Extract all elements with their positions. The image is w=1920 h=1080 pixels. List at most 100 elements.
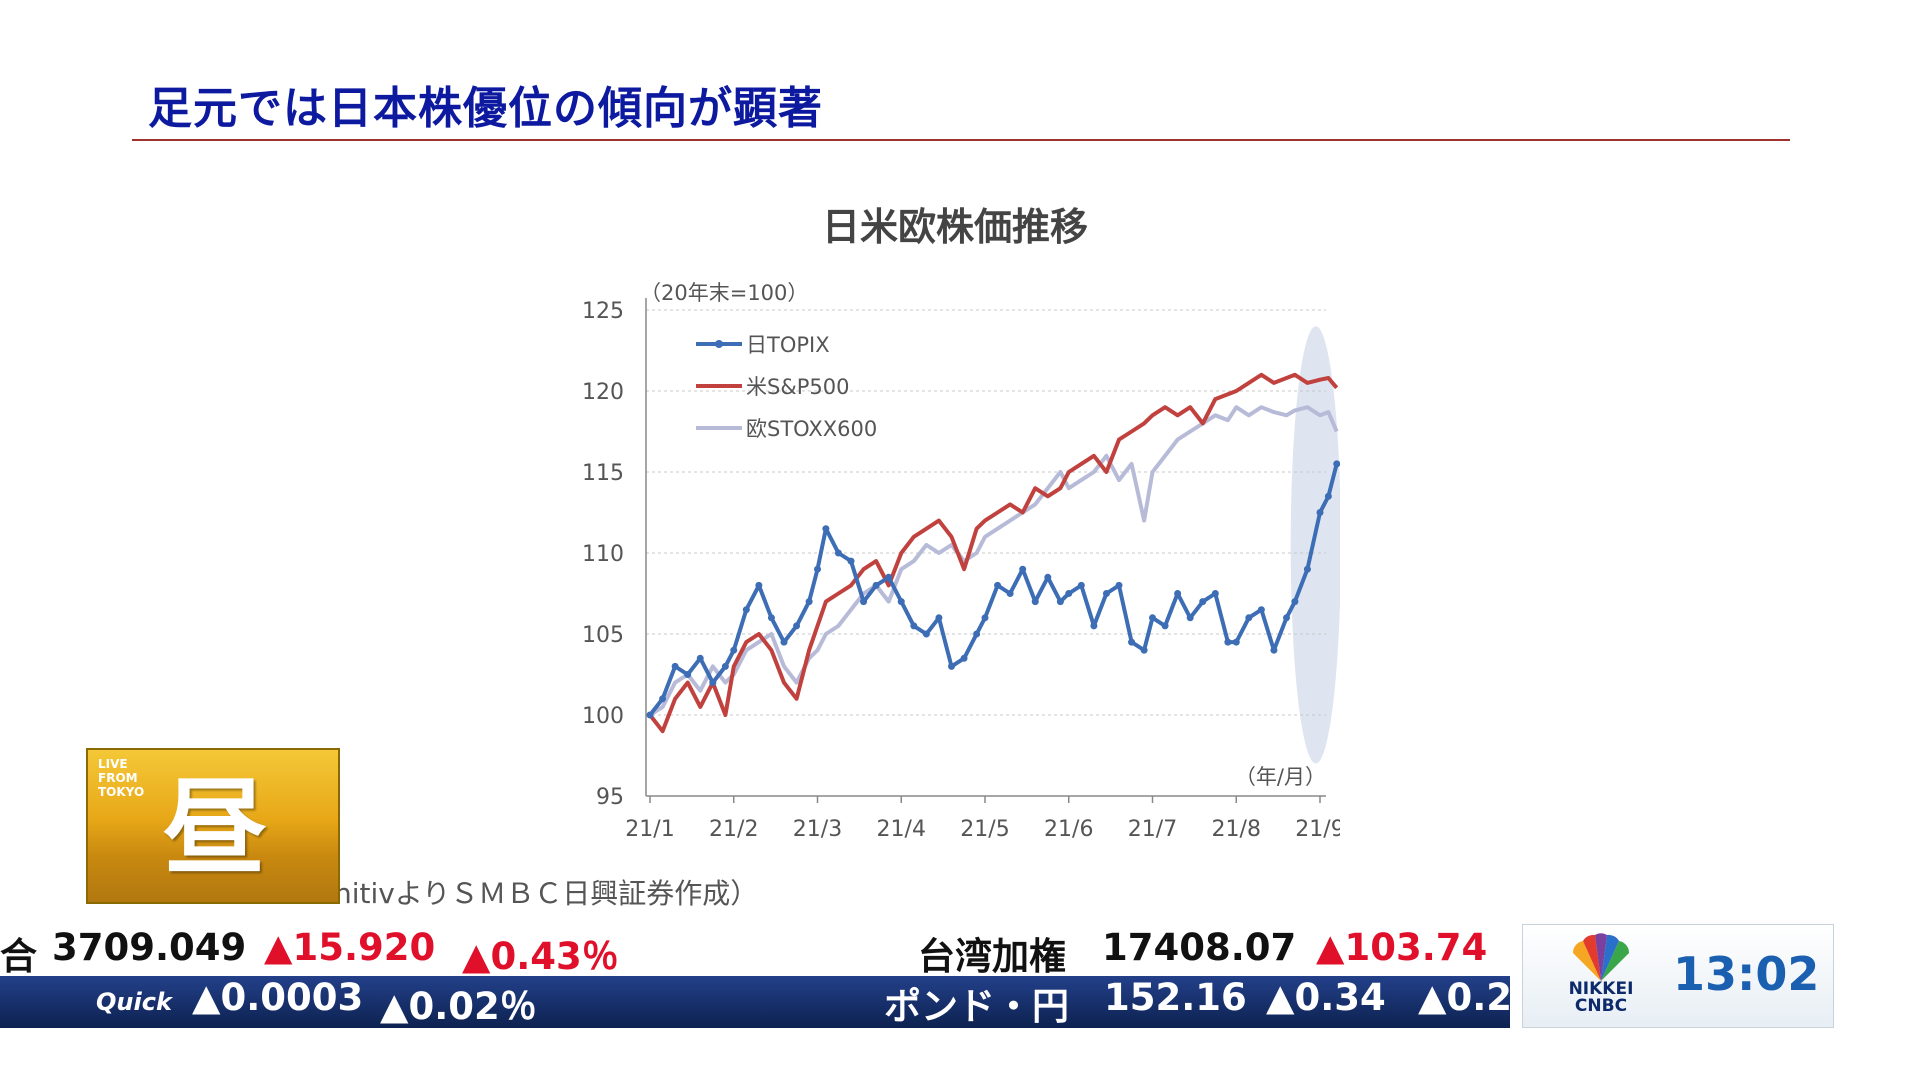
series-point <box>755 581 763 589</box>
series-point <box>1077 581 1085 589</box>
ticker-change-2: ▲103.74 <box>1316 926 1488 969</box>
title-divider <box>132 139 1790 141</box>
series-point <box>1102 590 1110 597</box>
series-point <box>1283 614 1290 622</box>
series-point <box>973 630 981 638</box>
chart-title: 日米欧株価推移 <box>821 205 1088 249</box>
peacock-icon <box>1572 933 1630 981</box>
series-point <box>922 630 930 638</box>
series-point <box>910 622 918 630</box>
series-point <box>960 654 968 662</box>
ticker-change-pct: ▲0.43％ <box>462 935 619 978</box>
series-point <box>994 581 1002 589</box>
series-point <box>684 671 692 678</box>
series-point <box>1006 590 1014 597</box>
y-tick-label: 95 <box>596 785 624 810</box>
ticker-bottom: Quick ▲0.0003 ▲0.02％ ポンド・円 152.16 ▲0.34 … <box>0 976 1512 1028</box>
x-tick-label: 21/9 <box>1295 817 1340 842</box>
legend-label: 米S&P500 <box>746 375 849 399</box>
series-line-3 <box>648 405 1339 717</box>
series-point <box>981 614 989 622</box>
x-tick-label: 21/2 <box>709 817 758 842</box>
quick-logo: Quick <box>96 988 172 1016</box>
series-point <box>742 606 750 614</box>
y-tick-label: 105 <box>582 623 624 648</box>
ticker-change: ▲15.920 <box>264 926 436 969</box>
series-point <box>1090 622 1098 630</box>
series-point <box>897 598 905 606</box>
ticker-bottom-pct-2: ▲0.2 <box>1418 976 1512 1019</box>
x-tick-label: 21/8 <box>1212 817 1261 842</box>
legend-label: 欧STOXX600 <box>746 417 877 441</box>
series-point <box>721 662 729 670</box>
series-point <box>1140 646 1148 654</box>
series-point <box>834 549 842 557</box>
series-point <box>767 614 775 622</box>
series-point <box>885 573 893 581</box>
y-unit-label: （20年末=100） <box>640 281 808 305</box>
series-point <box>948 662 955 670</box>
ticker-bottom-value-1: ▲0.0003 <box>192 976 364 1019</box>
x-unit-label: （年/月） <box>1235 765 1326 789</box>
series-point <box>1257 606 1265 614</box>
x-tick-label: 21/5 <box>960 817 1009 842</box>
series-point <box>1224 638 1232 646</box>
y-tick-label: 115 <box>582 461 624 486</box>
highlight-region <box>1290 326 1340 764</box>
series-line-2 <box>648 372 1339 734</box>
series-point <box>1174 590 1182 597</box>
live-from-tokyo-label: LIVE FROM TOKYO <box>98 757 145 799</box>
series-point <box>1211 590 1219 597</box>
ticker-bottom-name-2: ポンド・円 <box>884 985 1069 1028</box>
stock-index-chart: 95 100 105 110 115 120 125 21/1 21/2 21/3 21/4 21/5… <box>582 281 1340 842</box>
ticker-value: 3709.049 <box>52 926 247 969</box>
series-point <box>671 662 679 670</box>
x-tick-label: 21/1 <box>625 817 674 842</box>
y-tick-label: 110 <box>582 542 624 567</box>
series-point <box>860 598 868 606</box>
ticker-index-name: 合 <box>0 935 37 978</box>
series-point <box>793 622 801 630</box>
series-point <box>1128 638 1136 646</box>
ticker-bottom-value-2: 152.16 <box>1104 976 1247 1019</box>
series-point <box>1232 638 1240 646</box>
series-point <box>659 695 667 703</box>
legend-label: 日TOPIX <box>746 333 830 357</box>
ticker-top: 合 3709.049 ▲15.920 ▲0.43％ 台湾加権 17408.07 … <box>0 926 1510 978</box>
y-tick-label: 125 <box>582 299 624 324</box>
nikkei-cnbc-logo: NIKKEI CNBC <box>1553 981 1649 1015</box>
series-point <box>814 565 821 573</box>
series-point <box>646 711 654 719</box>
series-point <box>1115 581 1123 589</box>
series-point <box>780 638 788 646</box>
x-tick-label: 21/6 <box>1044 817 1093 842</box>
live-from-tokyo-badge: LIVE FROM TOKYO 昼 <box>86 748 340 904</box>
series-point <box>696 654 704 662</box>
series-point <box>872 581 880 589</box>
series-point <box>1186 614 1194 622</box>
series-point <box>1044 573 1052 581</box>
logo-line-2: CNBC <box>1574 996 1628 1016</box>
slide-title: 足元では日本株優位の傾向が顕著 <box>148 83 823 134</box>
series-point <box>1199 598 1207 606</box>
y-tick-label: 120 <box>582 380 624 405</box>
series-point <box>1245 614 1253 622</box>
legend-marker <box>715 340 723 348</box>
series-point <box>1270 646 1278 654</box>
series-point <box>1149 614 1156 622</box>
series-point <box>1031 598 1039 606</box>
series-point <box>1019 565 1027 573</box>
ticker-value-2: 17408.07 <box>1102 926 1297 969</box>
series-point <box>1303 565 1311 573</box>
ticker-bottom-change-2: ▲0.34 <box>1266 976 1386 1019</box>
ticker-index-name-2: 台湾加権 <box>918 935 1066 978</box>
series-point <box>1324 492 1332 500</box>
logo-line-1: NIKKEI <box>1568 979 1634 999</box>
clock-time: 13:02 <box>1673 947 1820 1001</box>
series-point <box>1161 622 1169 630</box>
channel-clock-box: NIKKEI CNBC 13:02 <box>1522 924 1834 1028</box>
series-point <box>847 557 855 565</box>
x-tick-label: 21/3 <box>793 817 842 842</box>
y-tick-label: 100 <box>582 704 624 729</box>
series-point <box>730 646 738 654</box>
